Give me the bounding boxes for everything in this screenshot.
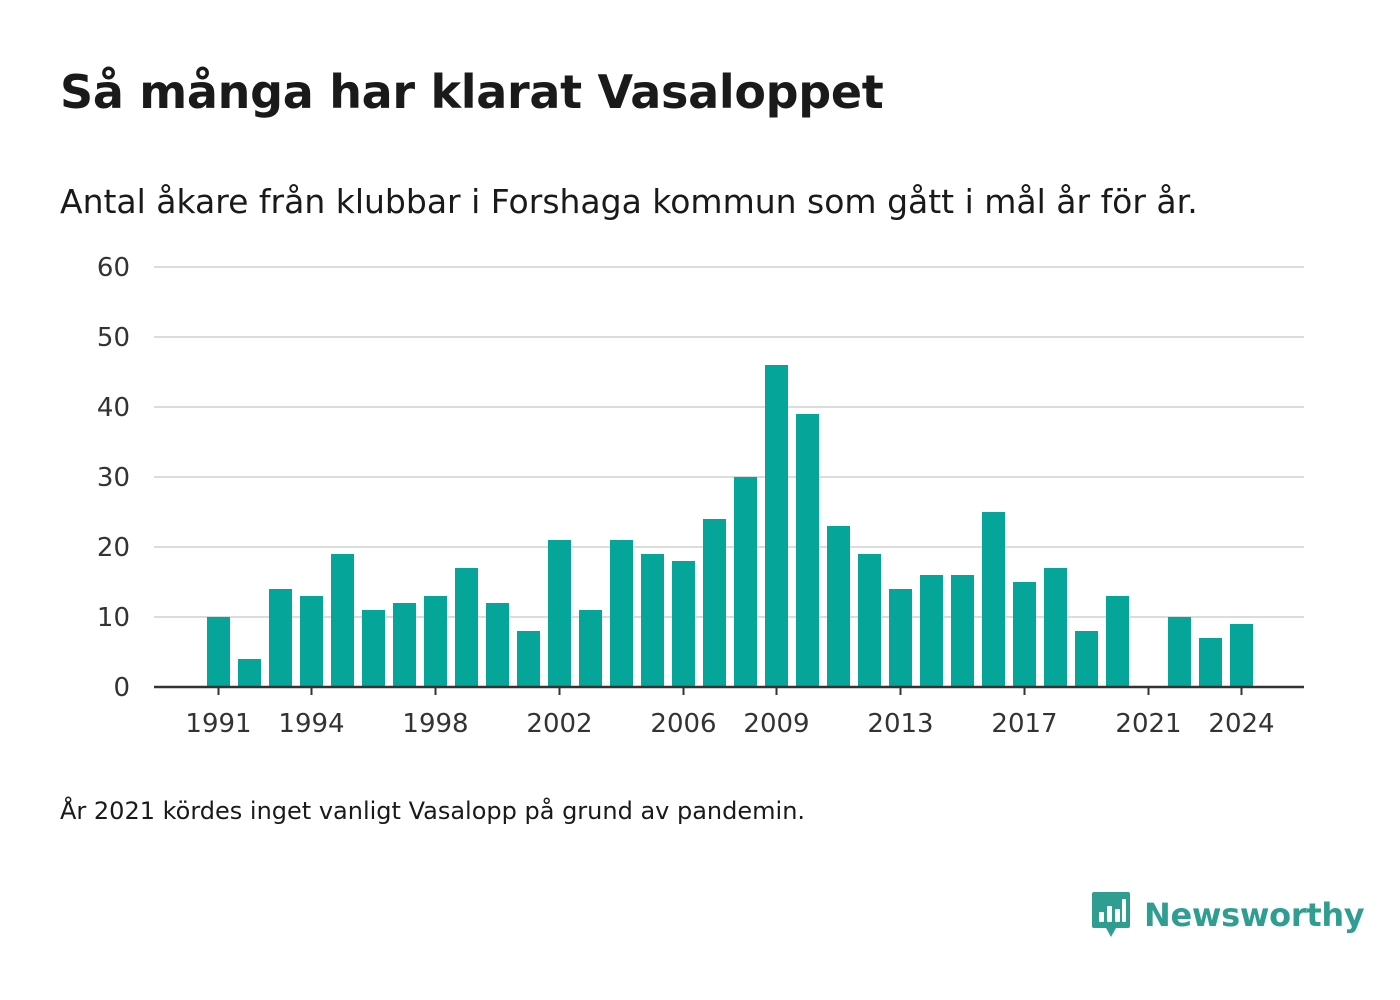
bar-1991 [207,617,230,687]
bar-2008 [734,477,757,687]
x-tick-label: 2013 [867,709,933,739]
bar-2011 [827,526,850,687]
bar-2022 [1168,617,1191,687]
bar-2007 [703,519,726,687]
x-axis-tick-labels: 1991 1994 1998 2002 2006 2009 2013 2017 2021 2024 [185,709,1274,739]
bar-2018 [1044,568,1067,687]
bar-1993 [269,589,292,687]
bar-1995 [331,554,354,687]
bar-2004 [610,540,633,687]
bar-2013 [889,589,912,687]
x-tick-label: 1998 [402,709,468,739]
x-tick-label: 2009 [743,709,809,739]
bar-1998 [424,596,447,687]
bar-2000 [486,603,509,687]
y-axis-tick-labels: 0 10 20 30 40 50 60 [97,253,130,703]
x-tick-label: 2024 [1208,709,1274,739]
newsworthy-logo-icon [1092,892,1130,937]
y-tick-label: 50 [97,323,130,353]
bar-2001 [517,631,540,687]
x-tick-label: 2021 [1115,709,1181,739]
chart-subtitle: Antal åkare från klubbar i Forshaga komm… [60,182,1198,221]
bar-1996 [362,610,385,687]
bar-2015 [951,575,974,687]
y-tick-label: 30 [97,463,130,493]
bar-2017 [1013,582,1036,687]
bar-2003 [579,610,602,687]
bar-2012 [858,554,881,687]
bar-chart: 0 10 20 30 40 50 60 1991 1994 1998 2002 2006 2009 20… [97,253,1304,739]
y-tick-label: 60 [97,253,130,283]
bar-2006 [672,561,695,687]
bars [207,365,1253,687]
bar-2005 [641,554,664,687]
y-tick-label: 0 [113,673,130,703]
bar-2009 [765,365,788,687]
bar-1997 [393,603,416,687]
bar-1992 [238,659,261,687]
chart-title: Så många har klarat Vasaloppet [60,65,884,119]
bar-2010 [796,414,819,687]
footnote: År 2021 kördes inget vanligt Vasalopp på… [60,797,806,825]
bar-2024 [1230,624,1253,687]
brand-name: Newsworthy [1144,896,1365,934]
bar-2020 [1106,596,1129,687]
bar-1994 [300,596,323,687]
x-axis [154,685,1304,695]
x-tick-label: 2006 [650,709,716,739]
bar-2014 [920,575,943,687]
x-tick-label: 2017 [991,709,1057,739]
y-tick-label: 20 [97,533,130,563]
newsworthy-brand[interactable]: Newsworthy [1090,890,1365,940]
y-tick-label: 10 [97,603,130,633]
x-tick-label: 2002 [526,709,592,739]
y-tick-label: 40 [97,393,130,423]
bar-2016 [982,512,1005,687]
x-tick-label: 1994 [278,709,344,739]
bar-2019 [1075,631,1098,687]
gridlines [154,266,1304,618]
bar-2023 [1199,638,1222,687]
bar-2002 [548,540,571,687]
x-tick-label: 1991 [185,709,251,739]
bar-1999 [455,568,478,687]
